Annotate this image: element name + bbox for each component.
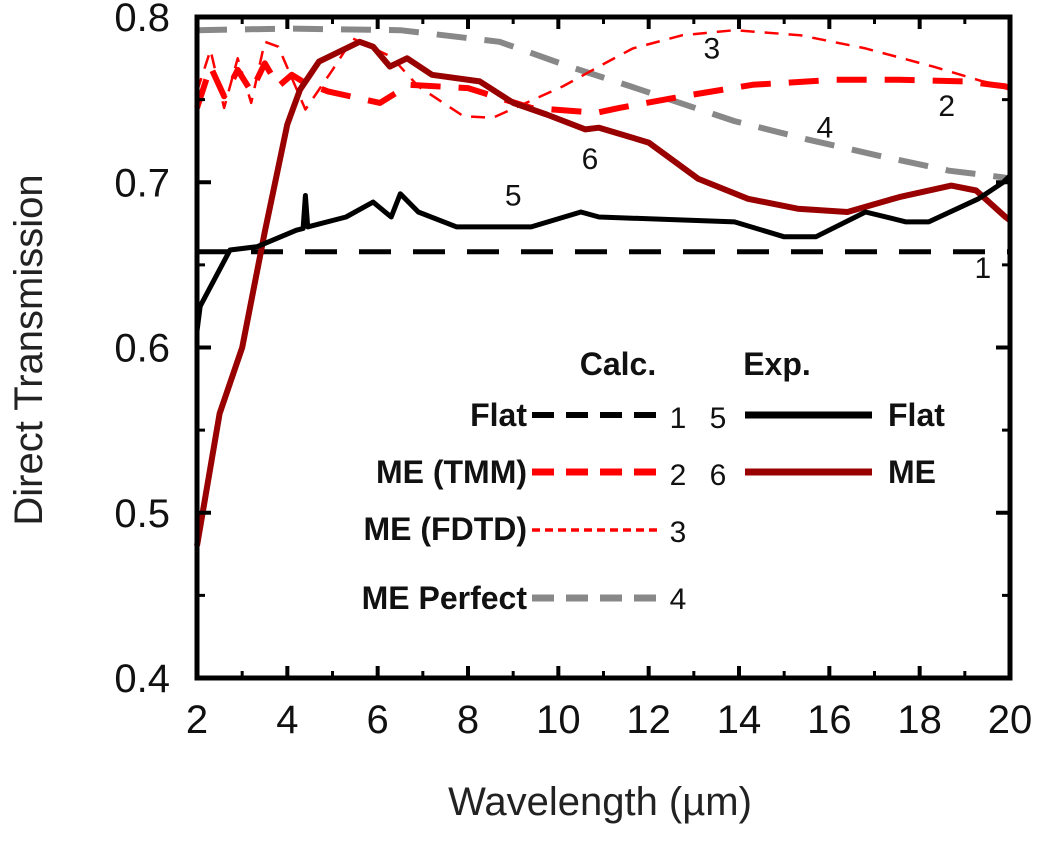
x-tick-label: 8 xyxy=(457,698,479,742)
legend-calc-perfect: ME Perfect xyxy=(362,580,528,616)
y-tick-label: 0.4 xyxy=(114,657,170,701)
y-axis-label: Direct Transmission xyxy=(7,174,51,525)
series-line-2 xyxy=(194,60,1012,116)
y-tick-label: 0.7 xyxy=(114,161,170,205)
ticks-layer: 2 4 6 8 10 12 14 16 18 200.40.50.60.70.8 xyxy=(114,0,1032,742)
y-tick-label: 0.5 xyxy=(114,492,170,536)
series-line-3 xyxy=(195,28,1011,120)
series-line-4 xyxy=(196,25,1011,182)
legend-num-2: 2 xyxy=(670,459,687,492)
curves-layer xyxy=(194,25,1012,547)
legend-header-exp: Exp. xyxy=(743,346,811,382)
legend-num-4: 4 xyxy=(670,583,687,616)
x-tick-label: 16 xyxy=(807,698,852,742)
x-tick-label: 20 xyxy=(988,698,1033,742)
y-tick-label: 0.8 xyxy=(114,0,170,40)
legend-calc-fdtd: ME (FDTD) xyxy=(363,511,527,547)
legend-num-3: 3 xyxy=(670,516,687,549)
x-tick-label: 10 xyxy=(536,698,581,742)
x-tick-label: 4 xyxy=(276,698,298,742)
x-tick-label: 14 xyxy=(717,698,762,742)
legend: Calc. Exp. Flat ME (TMM) ME (FDTD) ME Pe… xyxy=(362,346,946,616)
series-line-5 xyxy=(194,173,1012,332)
legend-num-1: 1 xyxy=(670,402,687,435)
curve-label-3: 3 xyxy=(704,32,721,65)
curve-label-2: 2 xyxy=(938,90,955,123)
x-axis-label: Wavelength (µm) xyxy=(448,780,752,824)
y-tick-label: 0.6 xyxy=(114,327,170,371)
curve-label-4: 4 xyxy=(816,112,833,145)
x-tick-label: 2 xyxy=(186,698,208,742)
series-line-6 xyxy=(194,38,1012,547)
curve-label-5: 5 xyxy=(505,179,522,212)
legend-calc-flat: Flat xyxy=(470,397,527,433)
curve-labels: 1 2 3 4 5 6 xyxy=(505,32,991,285)
x-tick-label: 6 xyxy=(367,698,389,742)
legend-exp-flat: Flat xyxy=(888,397,945,433)
x-tick-label: 18 xyxy=(897,698,942,742)
curve-label-1: 1 xyxy=(975,252,992,285)
legend-num-5: 5 xyxy=(710,402,727,435)
legend-header-calc: Calc. xyxy=(580,346,656,382)
x-tick-label: 12 xyxy=(626,698,671,742)
legend-exp-me: ME xyxy=(888,454,936,490)
legend-calc-tmm: ME (TMM) xyxy=(376,454,527,490)
curve-label-6: 6 xyxy=(582,143,599,176)
legend-num-6: 6 xyxy=(710,459,727,492)
